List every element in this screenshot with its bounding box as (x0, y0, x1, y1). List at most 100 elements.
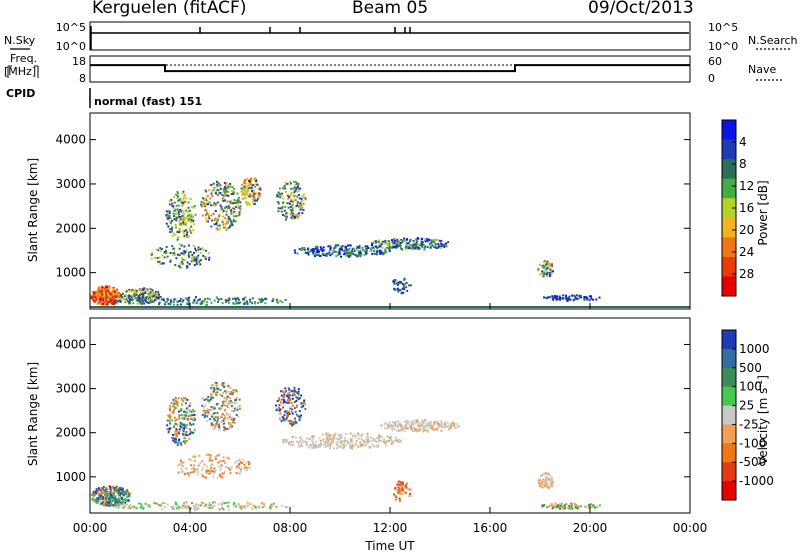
velocity-echo-pixel (291, 404, 294, 407)
velocity-echo-pixel (240, 468, 242, 471)
velocity-echo-pixel (104, 504, 107, 507)
velocity-echo-pixel (184, 505, 187, 508)
power-echo-pixel (105, 291, 108, 294)
velocity-echo-pixel (261, 506, 264, 509)
velocity-echo-pixel (300, 444, 303, 447)
power-echo-pixel (332, 249, 335, 252)
power-echo-pixel (127, 295, 130, 298)
velocity-echo-pixel (127, 507, 130, 510)
velocity-echo-pixel (402, 483, 404, 486)
power-echo-pixel (215, 227, 218, 230)
velocity-echo-pixel (225, 404, 228, 407)
velocity-echo-pixel (283, 398, 285, 401)
velocity-echo-pixel (584, 505, 587, 508)
velocity-echo-pixel (388, 424, 391, 427)
power-echo-pixel (208, 252, 210, 255)
velocity-echo-pixel (237, 415, 240, 418)
velocity-echo-pixel (108, 495, 111, 498)
power-echo-pixel (229, 218, 231, 221)
power-echo-pixel (396, 287, 399, 290)
power-echo-pixel (106, 286, 109, 289)
power-echo-pixel (369, 248, 372, 251)
power-echo-pixel (205, 220, 208, 223)
velocity-echo-pixel (319, 445, 322, 448)
velocity-echo-pixel (297, 443, 300, 446)
power-echo-pixel (103, 296, 106, 299)
velocity-echo-pixel (178, 415, 181, 418)
power-echo-pixel (198, 260, 201, 263)
velocity-echo-pixel (225, 391, 228, 394)
power-echo-pixel (379, 245, 382, 248)
power-echo-pixel (111, 290, 114, 292)
velocity-echo-pixel (316, 446, 319, 449)
velocity-echo-pixel (217, 387, 220, 390)
noise-ytick-bottom-left: 10^0 (56, 40, 86, 53)
power-echo-pixel (301, 195, 304, 198)
velocity-echo-pixel (189, 402, 192, 405)
velocity-echo-pixel (222, 384, 225, 387)
power-echo-pixel (193, 205, 196, 208)
power-echo-pixel (245, 200, 247, 203)
power-echo-pixel (421, 238, 424, 241)
power-echo-pixel (106, 291, 109, 294)
velocity-echo-pixel (366, 432, 369, 435)
power-echo-pixel (210, 225, 213, 228)
velocity-echo-pixel (205, 397, 208, 400)
power-echo-pixel (225, 213, 228, 216)
velocity-echo-pixel (186, 406, 189, 409)
power-echo-pixel (335, 244, 338, 247)
power-echo-pixel (286, 182, 289, 185)
power-cbar-swatch (722, 256, 736, 277)
velocity-echo-pixel (213, 426, 216, 429)
velocity-echo-pixel (171, 419, 174, 422)
velocity-echo-pixel (122, 488, 124, 491)
power-echo-pixel (543, 260, 546, 263)
velocity-echo-pixel (311, 442, 314, 445)
velocity-echo-pixel (206, 415, 209, 418)
velocity-echo-pixel (102, 489, 105, 492)
power-echo-pixel (276, 298, 278, 301)
velocity-echo-pixel (403, 424, 406, 427)
velocity-echo-pixel (229, 427, 231, 430)
power-echo-pixel (359, 255, 362, 258)
velocity-echo-pixel (554, 502, 557, 505)
velocity-echo-pixel (549, 477, 552, 480)
power-echo-pixel (221, 194, 224, 196)
velocity-echo-pixel (314, 443, 317, 446)
velocity-echo-pixel (224, 426, 227, 429)
velocity-echo-pixel (548, 504, 551, 507)
velocity-echo-pixel (187, 507, 190, 510)
velocity-echo-pixel (287, 420, 290, 423)
power-echo-pixel (334, 246, 337, 249)
power-echo-pixel (391, 247, 394, 250)
power-echo-pixel (264, 298, 267, 301)
velocity-echo-pixel (290, 410, 293, 413)
power-echo-pixel (374, 245, 377, 248)
power-echo-pixel (92, 296, 95, 299)
velocity-echo-pixel (121, 493, 124, 496)
velocity-echo-pixel (175, 428, 178, 431)
power-echo-pixel (100, 293, 103, 296)
velocity-echo-pixel (411, 421, 414, 424)
velocity-echo-pixel (173, 402, 176, 405)
power-echo-pixel (564, 294, 567, 297)
velocity-echo-pixel (106, 496, 108, 499)
date-label: 09/Oct/2013 (588, 0, 694, 18)
velocity-echo-pixel (366, 435, 369, 438)
power-echo-pixel (112, 293, 115, 296)
vel-cbar-tick-label: 500 (739, 361, 762, 375)
velocity-echo-pixel (288, 411, 291, 414)
power-echo-pixel (224, 217, 227, 220)
power-echo-pixel (170, 198, 173, 201)
power-echo-pixel (108, 291, 111, 294)
power-echo-pixel (192, 228, 195, 231)
power-echo-pixel (132, 295, 135, 298)
velocity-echo-pixel (96, 497, 99, 500)
power-echo-pixel (250, 195, 253, 198)
velocity-echo-pixel (315, 440, 318, 443)
velocity-echo-pixel (228, 402, 231, 405)
power-echo-pixel (219, 227, 221, 230)
power-echo-pixel (178, 213, 180, 216)
velocity-echo-pixel (294, 436, 297, 439)
power-echo-pixel (395, 246, 398, 249)
